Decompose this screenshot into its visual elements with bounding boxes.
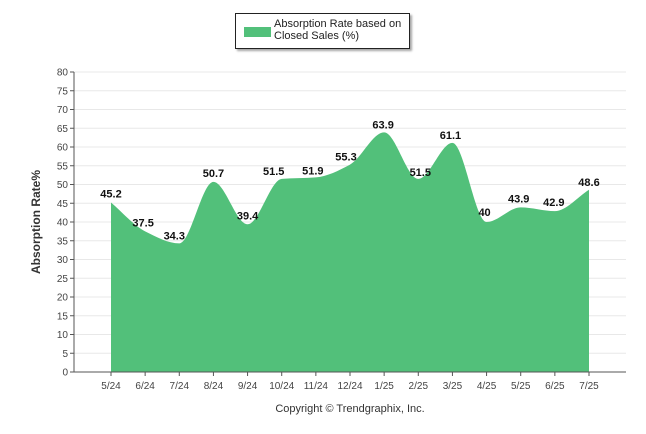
y-tick-labels: 0 5 10 15 20 25 30 35 40 45 50 55 60 65 70 75 80 [57, 68, 74, 379]
x-tick-labels: 5/24 6/24 7/24 8/24 9/24 10/24 11/24 12/24 1/25 2… [101, 372, 599, 392]
y-tick-label: 15 [57, 311, 69, 322]
copyright-text: Copyright © Trendgraphix, Inc. [275, 403, 425, 415]
data-label: 55.3 [335, 152, 356, 164]
y-tick-label: 10 [57, 330, 69, 341]
data-label: 37.5 [132, 217, 153, 229]
data-label: 34.3 [164, 230, 185, 242]
data-labels: 45.2 37.5 34.3 50.7 39.4 51.5 51.9 55.3 63.9 51.5… [100, 119, 599, 242]
data-label: 63.9 [372, 119, 393, 131]
y-tick-label: 40 [57, 218, 69, 229]
x-tick-label: 5/25 [511, 381, 531, 392]
x-tick-label: 10/24 [269, 381, 294, 392]
legend-swatch [244, 27, 271, 37]
legend: Absorption Rate based on Closed Sales (%… [235, 13, 410, 49]
x-tick-label: 2/25 [409, 381, 429, 392]
y-axis-label: Absorption Rate% [29, 169, 43, 275]
x-tick-label: 6/25 [545, 381, 565, 392]
data-label: 42.9 [543, 197, 564, 209]
x-tick-label: 7/24 [170, 381, 190, 392]
x-tick-label: 5/24 [101, 381, 121, 392]
data-label: 51.5 [263, 166, 284, 178]
data-label: 43.9 [508, 193, 529, 205]
x-tick-label: 6/24 [135, 381, 155, 392]
x-tick-label: 7/25 [579, 381, 599, 392]
area-fill [111, 132, 589, 372]
data-label: 61.1 [440, 130, 461, 142]
y-tick-label: 55 [57, 161, 69, 172]
y-tick-label: 60 [57, 143, 69, 154]
y-tick-label: 25 [57, 274, 69, 285]
data-label: 51.9 [302, 165, 323, 177]
area-series [111, 132, 589, 372]
y-tick-label: 70 [57, 105, 69, 116]
data-label: 51.5 [410, 167, 431, 179]
x-tick-label: 1/25 [374, 381, 394, 392]
y-tick-label: 0 [62, 368, 68, 379]
x-tick-label: 12/24 [337, 381, 362, 392]
x-tick-label: 9/24 [238, 381, 258, 392]
y-tick-label: 30 [57, 255, 69, 266]
y-tick-label: 45 [57, 199, 69, 210]
y-tick-label: 35 [57, 236, 69, 247]
data-label: 40 [478, 207, 490, 219]
y-tick-label: 65 [57, 124, 69, 135]
legend-label: Absorption Rate based on Closed Sales (%… [274, 18, 402, 42]
data-label: 45.2 [100, 189, 121, 201]
x-tick-label: 11/24 [304, 381, 329, 392]
x-tick-label: 4/25 [477, 381, 497, 392]
y-tick-label: 20 [57, 293, 69, 304]
y-tick-label: 50 [57, 180, 69, 191]
data-label: 39.4 [237, 210, 259, 222]
y-tick-label: 75 [57, 86, 69, 97]
y-tick-label: 80 [57, 68, 69, 79]
y-tick-label: 5 [62, 349, 68, 360]
data-label: 50.7 [203, 168, 224, 180]
x-tick-label: 3/25 [443, 381, 463, 392]
data-label: 48.6 [578, 177, 599, 189]
x-tick-label: 8/24 [204, 381, 224, 392]
